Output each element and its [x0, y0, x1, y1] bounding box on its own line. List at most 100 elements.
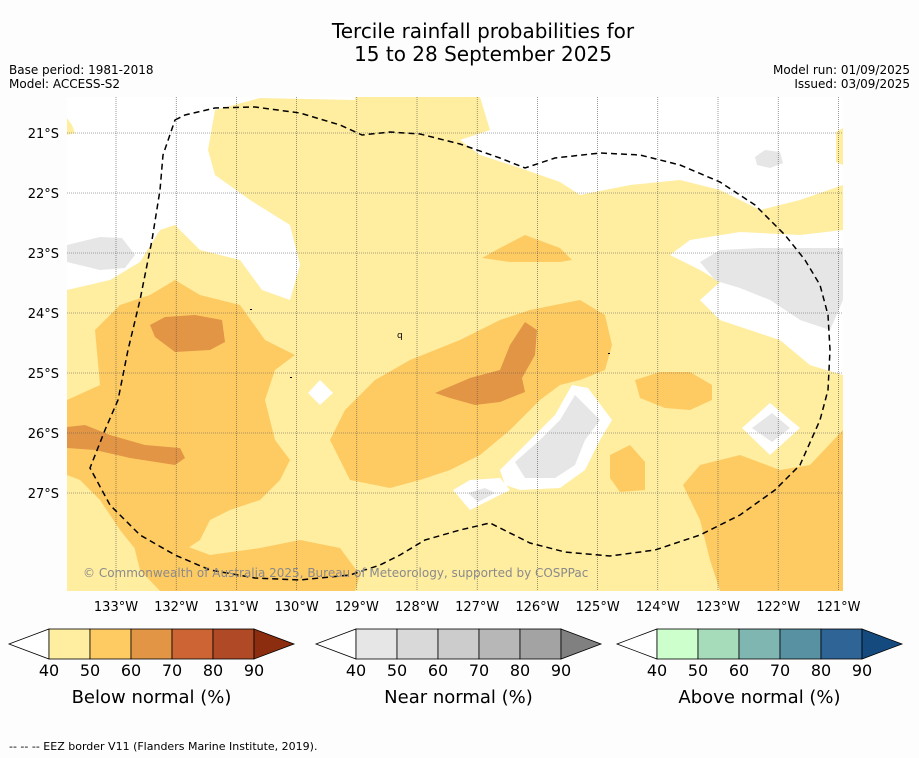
eez-border	[89, 106, 831, 581]
colorbar-tick-label: 50	[80, 661, 100, 680]
region-below-60-east	[635, 372, 712, 410]
colorbar-title: Below normal (%)	[72, 687, 232, 708]
title-line-1: Tercile rainfall probabilities for	[331, 19, 635, 43]
colorbar-segment	[738, 628, 781, 660]
lon-tick-label: 121°W	[816, 600, 860, 615]
lon-tick-label: 128°W	[395, 600, 439, 615]
colorbar-tick-label: 60	[121, 661, 141, 680]
region-near-50-d	[700, 248, 843, 330]
lat-tick-label: 26°S	[28, 427, 59, 442]
lon-tick-label: 131°W	[214, 600, 258, 615]
colorbar-title: Above normal (%)	[678, 687, 840, 708]
colorbar-tick-label: 80	[510, 661, 530, 680]
lon-tick-label: 130°W	[275, 600, 319, 615]
colorbar-segment	[212, 628, 255, 660]
lat-tick-label: 27°S	[28, 487, 59, 502]
colorbar-1: 40 50 60 70 80 90 Below normal (%)	[7, 628, 296, 708]
colorbar-tick-label: 70	[162, 661, 182, 680]
lat-tick-label: 25°S	[28, 367, 59, 382]
colorbar-segment	[171, 628, 214, 660]
colorbar-tick-label: 40	[346, 661, 366, 680]
colorbar-segment	[396, 628, 439, 660]
lon-tick-label: 132°W	[154, 600, 198, 615]
colorbar-tick-label: 80	[203, 661, 223, 680]
region-below-50-ne	[836, 128, 843, 165]
map-dot-b	[290, 377, 292, 378]
colorbar-tick-label: 90	[244, 661, 264, 680]
colorbar-segment	[656, 628, 699, 660]
lon-tick-label: 124°W	[636, 600, 680, 615]
colorbar-tick-label: 70	[469, 661, 489, 680]
region-near-white-d	[308, 380, 333, 405]
colorbar-tick-label: 90	[551, 661, 571, 680]
region-below-60-se	[683, 430, 843, 591]
colorbar-tick-label: 60	[428, 661, 448, 680]
copyright-credit: © Commonwealth of Australia 2025, Bureau…	[83, 566, 588, 580]
lat-tick-label: 22°S	[28, 187, 59, 202]
footnote: -- -- -- EEZ border V11 (Flanders Marine…	[9, 740, 318, 753]
colorbar-segment	[519, 628, 562, 660]
region-below-50-nw	[67, 118, 75, 135]
meta-left: Base period: 1981-2018 Model: ACCESS-S2	[9, 63, 154, 91]
model-name: Model: ACCESS-S2	[9, 77, 121, 91]
colorbar-segment	[355, 628, 398, 660]
colorbar-segment	[697, 628, 740, 660]
colorbar-2: 40 50 60 70 80 90 Near normal (%)	[314, 628, 603, 708]
colorbar-title: Near normal (%)	[384, 687, 533, 708]
colorbar-3: 40 50 60 70 80 90 Above normal (%)	[615, 628, 904, 708]
gridlines	[67, 97, 843, 591]
colorbar-extend-max	[560, 628, 603, 660]
base-period: Base period: 1981-2018	[9, 63, 154, 77]
colorbar-tick-label: 40	[39, 661, 59, 680]
issued-date: Issued: 03/09/2025	[794, 77, 910, 91]
lon-tick-label: 126°W	[515, 600, 559, 615]
region-white-east	[700, 282, 843, 375]
colorbar-segment	[820, 628, 863, 660]
lat-tick-label: 23°S	[28, 247, 59, 262]
colorbar-extend-min	[615, 628, 658, 660]
title-line-2: 15 to 28 September 2025	[354, 42, 612, 66]
map-panel: q © Commonwealth of Australia 2025, Bure…	[67, 97, 843, 591]
colorbar-extend-max	[253, 628, 296, 660]
lon-tick-label: 133°W	[94, 600, 138, 615]
colorbars: 40 50 60 70 80 90 Below normal (%) 40 50 60 70 80 90…	[7, 628, 904, 708]
region-near-50-a	[515, 395, 600, 478]
map-glyph-a: q	[397, 331, 403, 341]
lon-tick-label: 127°W	[455, 600, 499, 615]
colorbar-tick-label: 50	[688, 661, 708, 680]
longitude-labels: 133°W 132°W 131°W 130°W 129°W 128°W 127°W 126°W…	[94, 600, 861, 615]
region-below-60-north	[482, 235, 572, 262]
colorbar-segment	[437, 628, 480, 660]
model-run: Model run: 01/09/2025	[772, 63, 910, 77]
colorbar-extend-min	[314, 628, 357, 660]
colorbar-tick-label: 80	[811, 661, 831, 680]
lon-tick-label: 122°W	[756, 600, 800, 615]
region-below-70-b	[435, 322, 537, 405]
region-below-60-west	[67, 280, 295, 560]
colorbar-segment	[779, 628, 822, 660]
lon-tick-label: 123°W	[696, 600, 740, 615]
lon-tick-label: 125°W	[576, 600, 620, 615]
colorbar-segment	[89, 628, 132, 660]
region-near-50-f	[755, 150, 783, 168]
colorbar-tick-label: 40	[647, 661, 667, 680]
colorbar-tick-label: 60	[729, 661, 749, 680]
lat-tick-label: 21°S	[28, 127, 59, 142]
colorbar-segment	[478, 628, 521, 660]
colorbar-tick-label: 90	[852, 661, 872, 680]
meta-right: Model run: 01/09/2025 Issued: 03/09/2025	[773, 63, 910, 91]
latitude-labels: 21°S 22°S 23°S 24°S 25°S 26°S 27°S	[28, 127, 59, 502]
colorbar-segment	[48, 628, 91, 660]
map-dot-c	[608, 353, 610, 354]
region-near-50-e	[67, 237, 135, 270]
map-title: Tercile rainfall probabilities for 15 to…	[0, 20, 919, 66]
colorbar-segment	[130, 628, 173, 660]
region-near-50-b	[468, 488, 495, 502]
lon-tick-label: 129°W	[335, 600, 379, 615]
region-below-70-c	[67, 425, 185, 465]
map-dot-a	[250, 309, 252, 310]
lat-tick-label: 24°S	[28, 307, 59, 322]
region-below-60-mid	[610, 445, 645, 492]
colorbar-extend-max	[861, 628, 904, 660]
